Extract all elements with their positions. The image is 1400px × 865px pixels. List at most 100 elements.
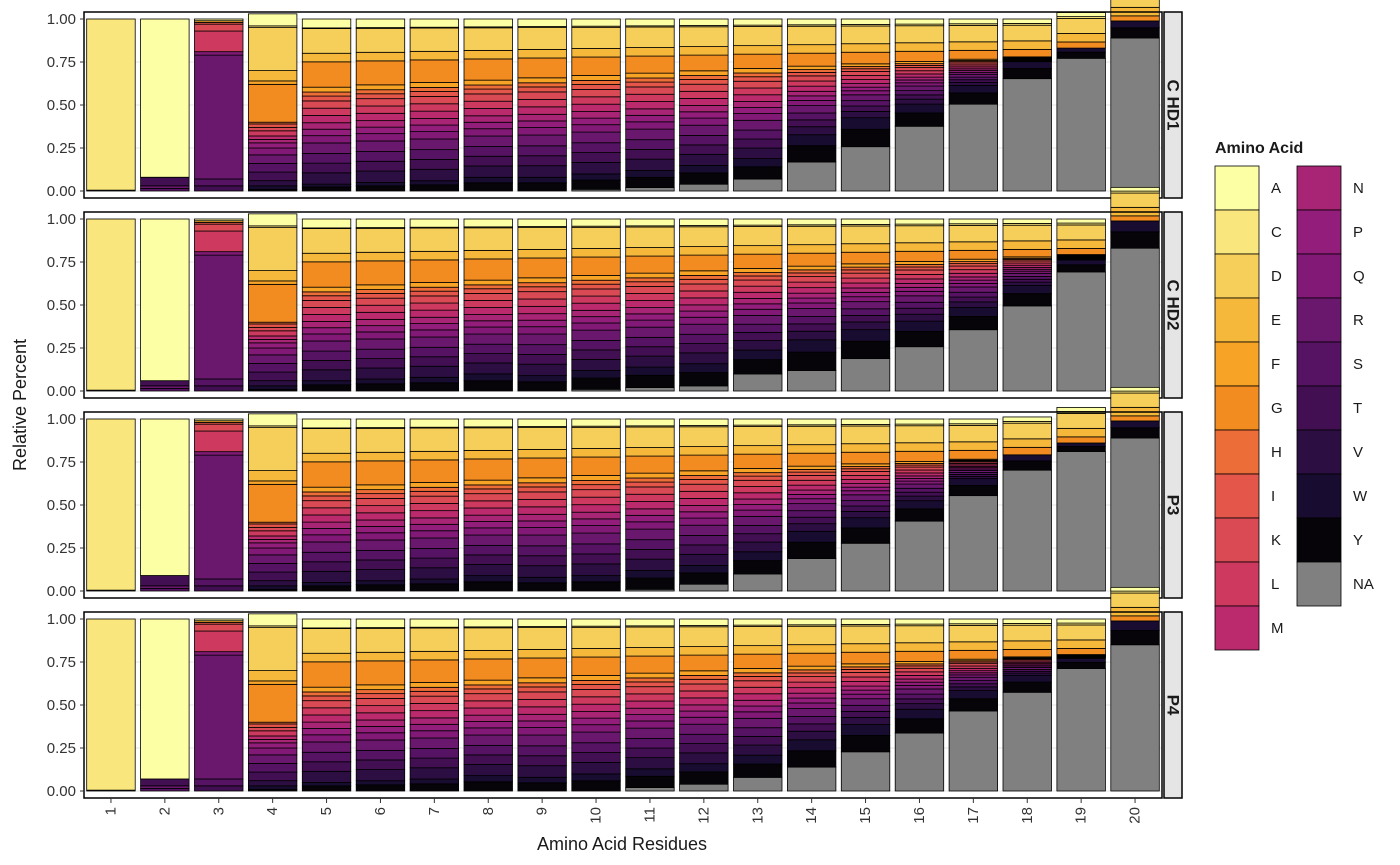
bar-segment [517, 257, 567, 279]
bar-segment [355, 383, 406, 392]
bar-segment [786, 739, 837, 752]
bar-segment [1110, 27, 1160, 39]
legend-label: P [1353, 224, 1363, 241]
bar-segment [679, 117, 729, 126]
legend-key [1296, 517, 1342, 563]
bar-segment [194, 418, 244, 422]
bar-segment [1002, 648, 1052, 658]
bar-segment [463, 744, 513, 756]
bar-segment [840, 128, 891, 148]
bar-segment [517, 776, 567, 784]
bar-segment [355, 160, 406, 172]
bar-segment [194, 185, 244, 192]
bar-segment [194, 454, 244, 580]
bar-segment [1002, 422, 1052, 440]
bar-segment [840, 651, 891, 665]
bar-segment [463, 100, 513, 109]
bar-segment [571, 711, 621, 719]
bar-segment [571, 626, 621, 649]
bar-segment [301, 115, 352, 124]
bar-segment [571, 370, 621, 379]
bar-segment [625, 481, 675, 488]
legend-key [1214, 517, 1260, 563]
bar-segment [247, 739, 298, 744]
bar-segment [517, 706, 567, 715]
bar-segment [301, 333, 352, 342]
bar-segment [409, 778, 460, 785]
bar-segment [786, 723, 837, 732]
bar-segment [247, 380, 298, 387]
bar-segment [355, 105, 406, 114]
bar-segment [894, 625, 945, 644]
legend-label: S [1353, 356, 1363, 373]
bar-segment [1056, 412, 1106, 429]
bar-segment [786, 252, 837, 267]
bar-segment [463, 581, 513, 592]
bar-segment [894, 618, 945, 625]
bar-segment [894, 73, 945, 78]
bar-segment [355, 170, 406, 183]
bar-segment [355, 289, 406, 294]
bar-segment [679, 723, 729, 735]
bar-segment [625, 319, 675, 328]
bar-segment [517, 427, 567, 450]
bar-segment [894, 282, 945, 288]
bar-segment [517, 477, 567, 484]
bar-segment [409, 578, 460, 585]
bar-segment [571, 349, 621, 360]
bar-segment [409, 168, 460, 182]
bar-segment [625, 539, 675, 550]
bar-segment [463, 293, 513, 301]
bar-segment [247, 542, 298, 549]
bar-segment [355, 627, 406, 653]
bar-segment [409, 490, 460, 497]
bar-segment [355, 304, 406, 313]
bar-segment [463, 307, 513, 315]
bar-segment [625, 472, 675, 479]
bar-segment [247, 280, 298, 285]
bar-segment [948, 41, 999, 51]
bar-segment [463, 627, 513, 651]
bar-segment [733, 53, 783, 69]
bar-segment [840, 418, 891, 425]
bar-segment [625, 387, 675, 392]
bar-segment [301, 91, 352, 97]
bar-segment [679, 372, 729, 387]
bar-segment [571, 283, 621, 290]
bar-segment [571, 279, 621, 285]
bar-segment [247, 413, 298, 427]
bar-segment [140, 778, 190, 787]
bar-segment [301, 350, 352, 361]
bar-segment [247, 385, 298, 390]
bar-segment [786, 225, 837, 246]
bar-segment [355, 182, 406, 187]
bar-segment [517, 354, 567, 365]
strip-label: C HD2 [1164, 279, 1183, 330]
bar-segment [301, 486, 352, 493]
bar-segment [571, 89, 621, 98]
bar-segment [571, 56, 621, 76]
bar-segment [463, 380, 513, 392]
bar-segment [733, 129, 783, 140]
bar-segment [301, 452, 352, 463]
bar-segment [786, 479, 837, 486]
bar-segment [679, 697, 729, 706]
bar-segment [355, 218, 406, 228]
bar-segment [194, 651, 244, 656]
legend-label: F [1271, 356, 1280, 373]
x-tick-label: 4 [264, 807, 281, 815]
bar-segment [517, 720, 567, 728]
bar-segment [894, 732, 945, 792]
bar-segment [301, 751, 352, 763]
bar-segment [355, 580, 406, 586]
bar-segment [409, 96, 460, 105]
bar-segment [786, 351, 837, 371]
bar-segment [1056, 648, 1106, 655]
bar-segment [840, 672, 891, 678]
bar-segment [517, 120, 567, 128]
bar-segment [409, 557, 460, 569]
y-tick-label: 0.00 [47, 783, 76, 800]
y-tick-label: 1.00 [47, 611, 76, 628]
bar-segment [194, 54, 244, 180]
bar-segment [409, 159, 460, 170]
